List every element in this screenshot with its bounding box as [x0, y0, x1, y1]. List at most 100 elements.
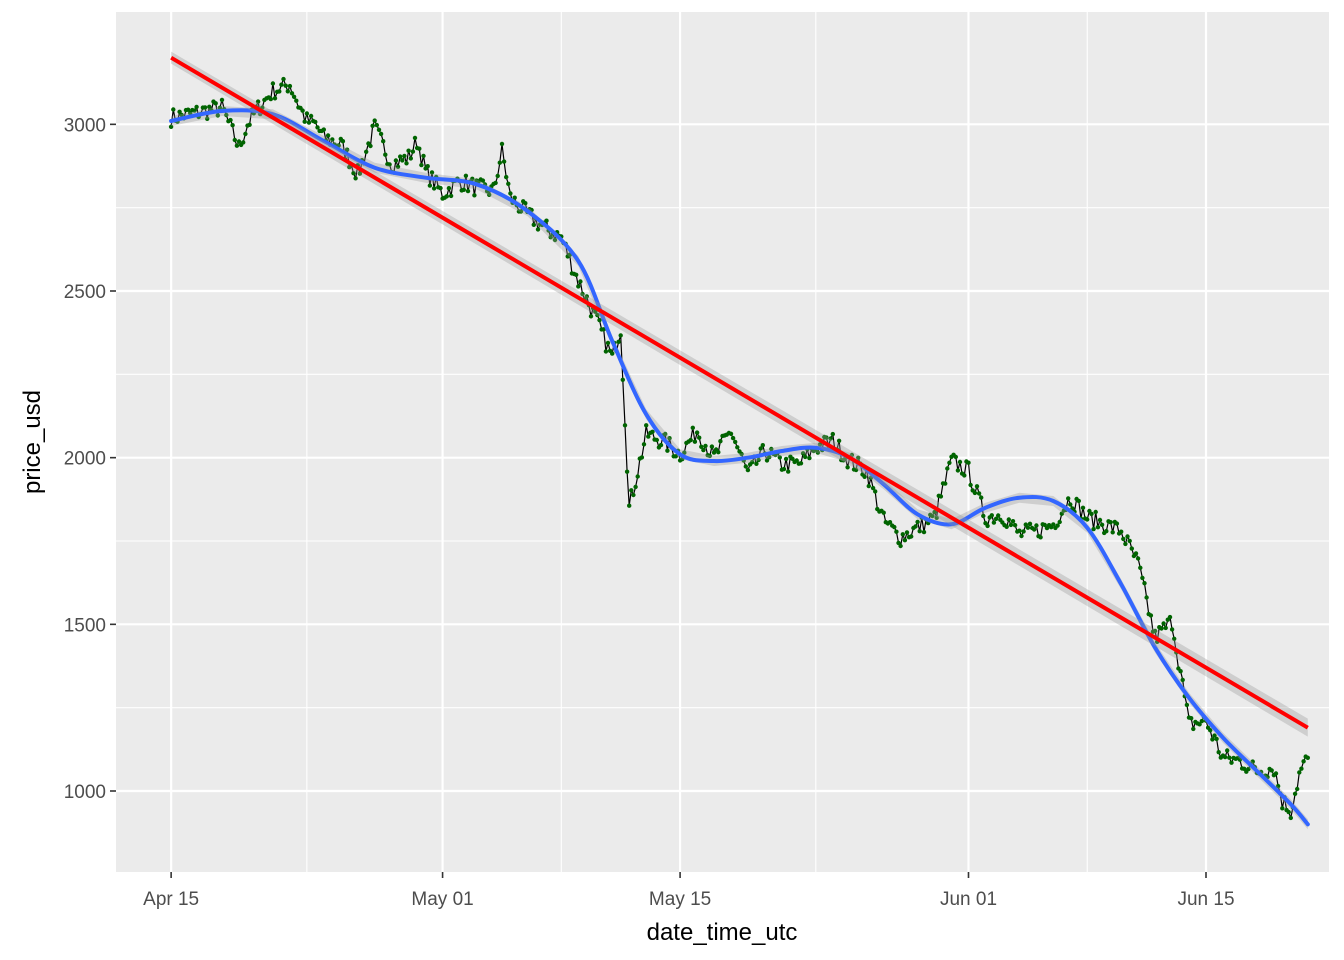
- price-point: [370, 123, 375, 128]
- price-point: [1085, 517, 1090, 522]
- price-point: [1012, 523, 1018, 528]
- price-point: [743, 464, 748, 469]
- price-point: [1032, 527, 1037, 532]
- price-point: [1019, 533, 1024, 539]
- price-point: [688, 437, 693, 443]
- price-point: [495, 173, 500, 179]
- price-point: [406, 148, 411, 153]
- y-tick-label: 1500: [64, 615, 106, 636]
- price-point: [1119, 529, 1124, 534]
- price-point: [213, 101, 218, 106]
- price-point: [707, 453, 712, 459]
- price-point: [1148, 613, 1154, 618]
- price-point: [915, 519, 920, 525]
- price-point: [1034, 523, 1039, 528]
- price-point: [730, 435, 736, 441]
- price-point: [856, 455, 861, 460]
- price-point: [962, 473, 967, 478]
- price-point: [425, 164, 430, 169]
- price-point: [1286, 809, 1291, 815]
- price-point: [881, 510, 886, 515]
- price-point: [518, 209, 524, 214]
- price-point: [673, 454, 678, 459]
- price-point: [270, 81, 276, 86]
- price-point: [1059, 511, 1065, 516]
- price-point: [192, 108, 197, 113]
- price-point: [383, 152, 388, 157]
- price-point: [470, 176, 475, 181]
- price-point: [1108, 520, 1113, 525]
- price-point: [1184, 702, 1190, 708]
- price-point: [1216, 750, 1221, 755]
- x-tick-label: May 15: [649, 889, 711, 910]
- price-point: [1057, 519, 1062, 525]
- price-point: [294, 98, 299, 103]
- price-point: [472, 193, 477, 198]
- price-point: [1017, 528, 1022, 533]
- price-point: [981, 513, 986, 519]
- price-point: [1095, 525, 1101, 530]
- price-point: [644, 423, 649, 428]
- price-point: [215, 113, 220, 118]
- price-point: [574, 272, 579, 277]
- price-point: [1191, 726, 1196, 732]
- price-point: [330, 137, 335, 142]
- price-point: [504, 174, 509, 180]
- price-point: [272, 96, 278, 101]
- price-point: [1104, 529, 1109, 534]
- price-point: [421, 153, 426, 159]
- price-point: [898, 543, 903, 549]
- x-tick-label: May 01: [411, 889, 473, 910]
- price-point: [1161, 621, 1166, 626]
- price-point: [993, 516, 999, 521]
- price-point: [1295, 786, 1300, 792]
- price-point: [372, 118, 377, 123]
- price-point: [588, 314, 594, 319]
- price-point: [783, 456, 789, 462]
- price-point: [427, 183, 433, 188]
- price-point: [711, 450, 717, 455]
- price-point: [646, 434, 651, 439]
- price-point: [1197, 722, 1202, 727]
- price-point: [1292, 791, 1298, 796]
- price-point: [1091, 526, 1096, 532]
- price-point: [758, 446, 763, 451]
- price-point: [703, 443, 708, 449]
- price-point: [790, 456, 795, 461]
- price-point: [781, 466, 787, 472]
- price-point: [1212, 733, 1217, 738]
- price-point: [171, 107, 176, 112]
- price-point: [945, 466, 950, 471]
- price-point: [1027, 521, 1033, 526]
- price-point: [597, 317, 602, 323]
- price-point: [508, 191, 513, 196]
- price-point: [932, 509, 937, 515]
- price-point: [853, 467, 859, 473]
- axis-ticks: [110, 123, 1207, 878]
- price-point: [972, 490, 978, 496]
- price-point: [1021, 529, 1026, 534]
- price-point: [300, 108, 305, 113]
- price-point: [777, 455, 782, 460]
- price-point: [230, 123, 235, 128]
- price-point: [185, 107, 191, 112]
- price-point: [624, 469, 630, 474]
- price-point: [304, 111, 310, 116]
- price-point: [410, 149, 416, 154]
- price-point: [236, 139, 242, 144]
- y-tick-label: 2000: [64, 449, 106, 470]
- price-point: [887, 520, 893, 525]
- price-point: [232, 137, 237, 143]
- price-point: [393, 158, 399, 163]
- price-point: [194, 104, 199, 110]
- price-point: [921, 529, 927, 535]
- price-point: [667, 436, 672, 441]
- price-point: [1068, 502, 1073, 507]
- price-point: [1080, 505, 1086, 510]
- price-point: [750, 460, 755, 465]
- price-point: [817, 442, 823, 447]
- price-point: [764, 458, 770, 463]
- price-point: [1123, 541, 1128, 547]
- price-point: [1135, 556, 1141, 561]
